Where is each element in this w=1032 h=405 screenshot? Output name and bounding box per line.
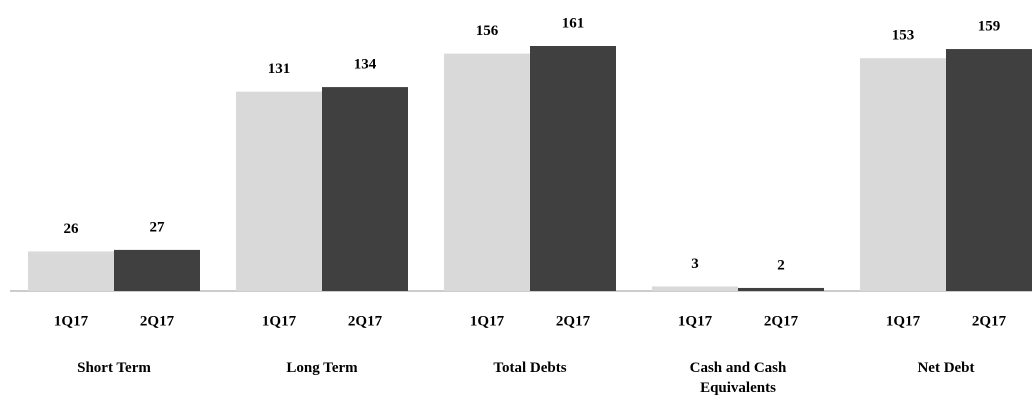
x-tick-label: 2Q17 — [140, 313, 175, 329]
bar — [322, 87, 408, 291]
bar — [946, 49, 1032, 291]
bar — [652, 286, 738, 291]
value-label: 156 — [476, 23, 499, 39]
value-label: 131 — [268, 61, 291, 77]
x-tick-label: 1Q17 — [262, 313, 297, 329]
value-label: 3 — [691, 256, 699, 272]
value-label: 161 — [562, 15, 585, 31]
x-tick-label: 2Q17 — [556, 313, 591, 329]
bar — [28, 251, 114, 291]
value-label: 2 — [777, 257, 785, 273]
x-tick-label: 1Q17 — [470, 313, 505, 329]
x-tick-label: 1Q17 — [678, 313, 713, 329]
value-label: 26 — [64, 221, 80, 237]
group-label: Long Term — [286, 360, 358, 376]
bar — [860, 58, 946, 291]
value-label: 153 — [892, 28, 915, 44]
value-label: 159 — [978, 18, 1001, 34]
bar — [530, 46, 616, 291]
bar — [236, 91, 322, 291]
bar — [738, 287, 824, 291]
group-label: Net Debt — [917, 360, 975, 376]
value-label: 134 — [354, 57, 377, 73]
x-tick-label: 1Q17 — [886, 313, 921, 329]
bar — [444, 53, 530, 291]
value-label: 27 — [150, 219, 166, 235]
x-tick-label: 1Q17 — [54, 313, 89, 329]
group-label: Total Debts — [493, 360, 567, 376]
group-label: Cash and Cash Equivalents — [689, 360, 787, 396]
x-tick-label: 2Q17 — [764, 313, 799, 329]
bar — [114, 249, 200, 291]
x-tick-label: 2Q17 — [348, 313, 383, 329]
x-tick-label: 2Q17 — [972, 313, 1007, 329]
group-label: Short Term — [77, 360, 151, 376]
